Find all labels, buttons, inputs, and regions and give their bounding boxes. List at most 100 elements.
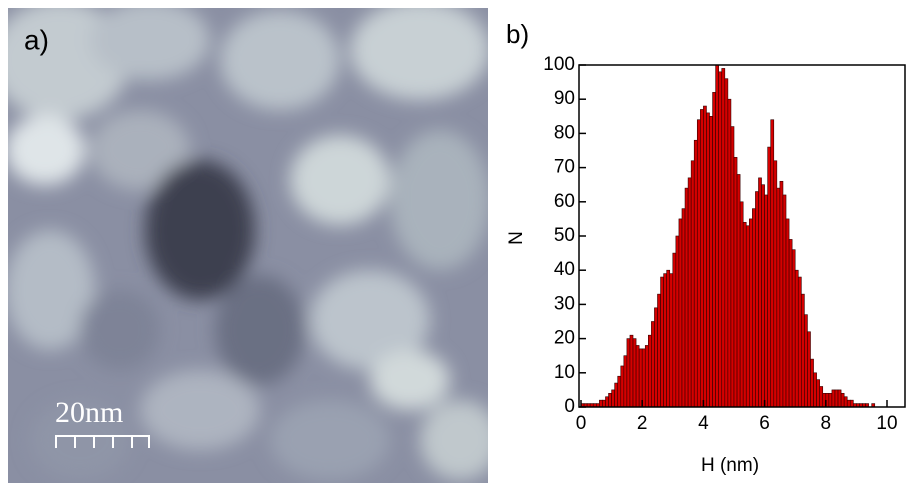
y-tick-label: 90 bbox=[554, 88, 575, 109]
bar bbox=[736, 174, 741, 408]
bar bbox=[599, 399, 603, 408]
y-axis-label: N bbox=[506, 231, 527, 245]
bar bbox=[846, 399, 851, 408]
bar bbox=[724, 78, 729, 408]
bar bbox=[715, 64, 720, 408]
y-tick-label: 40 bbox=[554, 259, 575, 280]
bar bbox=[807, 331, 811, 408]
bar bbox=[614, 382, 619, 408]
bar bbox=[635, 345, 640, 408]
bar bbox=[648, 334, 652, 408]
bar bbox=[620, 365, 625, 408]
bar bbox=[663, 273, 667, 408]
bar bbox=[623, 355, 628, 408]
bar bbox=[779, 180, 784, 408]
bar bbox=[721, 68, 726, 408]
bar bbox=[608, 393, 612, 408]
bar bbox=[767, 146, 772, 408]
bar bbox=[727, 98, 732, 408]
y-tick-label: 20 bbox=[554, 328, 575, 349]
bar bbox=[641, 348, 646, 408]
bar bbox=[764, 194, 768, 408]
bar bbox=[840, 393, 845, 408]
bar bbox=[837, 389, 842, 408]
bar bbox=[611, 389, 615, 408]
bar bbox=[804, 314, 808, 408]
bar bbox=[748, 218, 753, 408]
bar bbox=[739, 201, 744, 408]
bar bbox=[666, 269, 671, 408]
bar bbox=[632, 338, 637, 408]
afm-image bbox=[8, 8, 488, 483]
bar bbox=[706, 112, 710, 408]
bar bbox=[834, 389, 839, 408]
bar bbox=[742, 222, 747, 408]
x-tick-label: 8 bbox=[821, 413, 832, 434]
bar bbox=[816, 379, 820, 408]
bar bbox=[651, 321, 655, 408]
y-tick-label: 50 bbox=[554, 225, 575, 246]
bar bbox=[788, 239, 793, 408]
x-axis-label: H (nm) bbox=[701, 455, 759, 476]
bar bbox=[693, 139, 698, 408]
bar bbox=[657, 293, 661, 408]
bar bbox=[794, 269, 799, 408]
bar bbox=[675, 235, 680, 408]
y-tick-label: 60 bbox=[554, 191, 575, 212]
bar bbox=[660, 276, 664, 408]
bar bbox=[758, 177, 762, 408]
bar bbox=[797, 276, 802, 408]
x-tick-label: 10 bbox=[876, 413, 897, 434]
bar bbox=[831, 389, 836, 408]
bar bbox=[678, 218, 683, 408]
x-tick-label: 0 bbox=[576, 413, 587, 434]
bar bbox=[733, 157, 738, 408]
bar bbox=[755, 191, 759, 408]
y-tick-label: 80 bbox=[554, 122, 575, 143]
bar bbox=[681, 208, 686, 408]
bar bbox=[700, 109, 704, 408]
bar bbox=[849, 399, 854, 408]
bar bbox=[791, 249, 796, 408]
x-tick-label: 6 bbox=[759, 413, 770, 434]
bar bbox=[801, 293, 805, 408]
bar bbox=[672, 252, 677, 408]
bar bbox=[654, 307, 658, 408]
bar bbox=[770, 119, 775, 408]
bar bbox=[810, 358, 814, 408]
bar bbox=[703, 105, 707, 408]
bar bbox=[819, 386, 824, 408]
x-tick-label: 4 bbox=[698, 413, 709, 434]
bar bbox=[761, 184, 765, 408]
bar bbox=[629, 334, 634, 408]
bar bbox=[687, 177, 692, 408]
panel-label: b) bbox=[506, 19, 529, 49]
bar bbox=[745, 225, 750, 408]
bar bbox=[605, 396, 609, 408]
bar bbox=[785, 218, 790, 408]
y-tick-label: 0 bbox=[564, 396, 575, 417]
bar bbox=[644, 345, 649, 408]
bar bbox=[730, 126, 735, 408]
bar bbox=[712, 92, 716, 408]
bar bbox=[684, 187, 689, 408]
bar bbox=[828, 393, 833, 408]
y-tick-label: 10 bbox=[554, 362, 575, 383]
bar bbox=[773, 160, 778, 408]
y-tick-label: 70 bbox=[554, 157, 575, 178]
y-tick-label: 30 bbox=[554, 293, 575, 314]
bar bbox=[813, 372, 817, 408]
bar bbox=[752, 208, 756, 408]
x-tick-label: 2 bbox=[637, 413, 648, 434]
y-tick-label: 100 bbox=[543, 54, 575, 75]
bar bbox=[696, 119, 701, 408]
bar bbox=[669, 273, 674, 408]
bar bbox=[690, 160, 695, 408]
bar bbox=[626, 338, 631, 408]
bar bbox=[782, 194, 787, 408]
bar bbox=[638, 348, 643, 408]
bar bbox=[617, 375, 622, 408]
panel-label: a) bbox=[24, 24, 49, 55]
scale-bar bbox=[55, 435, 150, 448]
